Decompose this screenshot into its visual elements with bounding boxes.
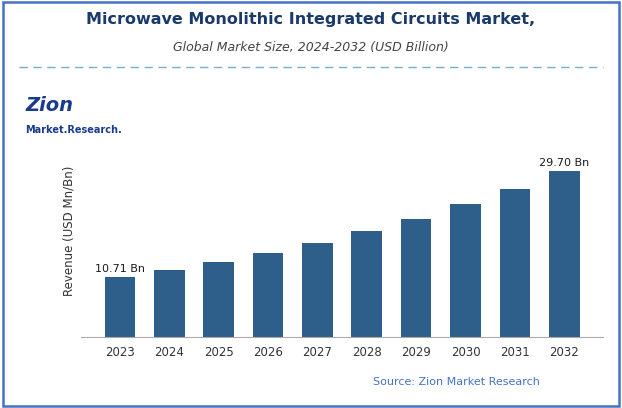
Bar: [154, 270, 185, 337]
Bar: [549, 171, 580, 337]
Text: Zion: Zion: [26, 96, 73, 115]
Bar: [351, 231, 382, 337]
Text: Source: Zion Market Research: Source: Zion Market Research: [373, 377, 540, 387]
Bar: [203, 262, 234, 337]
Text: CAGR :  12.00%: CAGR : 12.00%: [42, 376, 157, 389]
Text: Microwave Monolithic Integrated Circuits Market,: Microwave Monolithic Integrated Circuits…: [86, 12, 536, 27]
Bar: [253, 253, 284, 337]
Bar: [450, 204, 481, 337]
Text: Market.Research.: Market.Research.: [26, 125, 123, 135]
Text: 29.70 Bn: 29.70 Bn: [539, 158, 590, 168]
Bar: [302, 242, 333, 337]
Y-axis label: Revenue (USD Mn/Bn): Revenue (USD Mn/Bn): [62, 165, 75, 296]
Bar: [104, 277, 135, 337]
Text: Global Market Size, 2024-2032 (USD Billion): Global Market Size, 2024-2032 (USD Billi…: [173, 41, 449, 54]
Text: 10.71 Bn: 10.71 Bn: [95, 264, 145, 274]
Bar: [499, 188, 530, 337]
Bar: [401, 219, 432, 337]
